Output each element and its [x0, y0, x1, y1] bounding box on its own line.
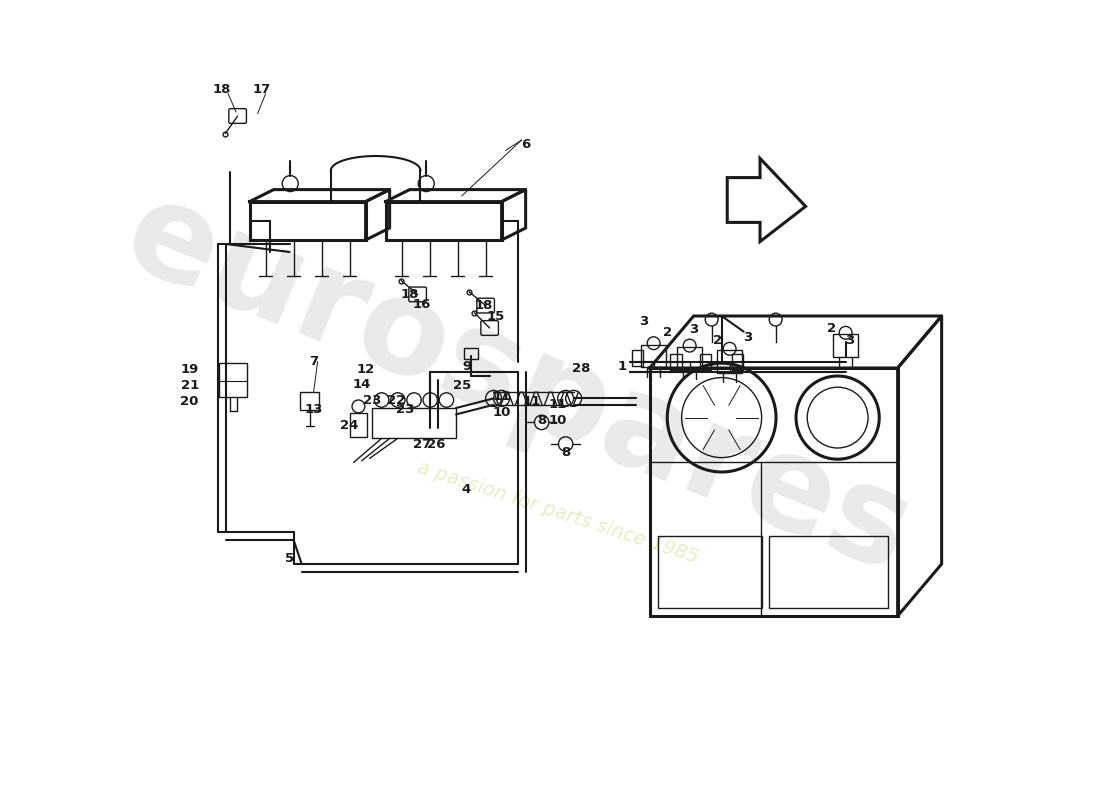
Text: 5: 5: [285, 552, 294, 565]
Text: 19: 19: [180, 363, 199, 376]
Text: 18: 18: [475, 299, 493, 312]
Text: 10: 10: [549, 414, 566, 427]
Text: 18: 18: [400, 288, 419, 301]
Bar: [658, 536, 762, 608]
Text: 21: 21: [180, 379, 199, 392]
Text: 26: 26: [427, 438, 446, 451]
Text: 15: 15: [487, 310, 505, 322]
Text: 9: 9: [463, 360, 472, 373]
Bar: [250, 202, 365, 240]
Text: 18: 18: [212, 83, 231, 96]
Text: 25: 25: [452, 379, 471, 392]
Text: 22: 22: [387, 394, 405, 406]
Text: 11: 11: [493, 390, 510, 403]
Bar: [833, 334, 858, 357]
Text: 10: 10: [493, 406, 510, 419]
Text: 7: 7: [309, 355, 318, 368]
Bar: [386, 202, 502, 240]
Bar: [632, 350, 644, 366]
Polygon shape: [727, 158, 805, 242]
Text: 17: 17: [253, 83, 271, 96]
Text: 13: 13: [305, 403, 322, 416]
Text: 11: 11: [522, 395, 541, 408]
Text: eurospares: eurospares: [107, 169, 928, 599]
Text: 3: 3: [689, 323, 698, 336]
Bar: [372, 408, 456, 438]
Bar: [350, 413, 367, 437]
Text: 27: 27: [412, 438, 431, 451]
Text: 3: 3: [744, 331, 752, 344]
Text: 4: 4: [461, 483, 471, 496]
Text: 16: 16: [412, 298, 431, 310]
Text: 2: 2: [827, 322, 837, 334]
Text: 23: 23: [396, 403, 415, 416]
Bar: [676, 347, 703, 370]
Bar: [717, 350, 743, 373]
Text: 2: 2: [713, 334, 723, 346]
Text: a passion for parts since 1985: a passion for parts since 1985: [415, 458, 701, 566]
Bar: [732, 354, 744, 370]
Text: 2: 2: [663, 326, 672, 338]
Bar: [464, 348, 478, 359]
Text: 6: 6: [521, 138, 530, 150]
Text: 8: 8: [537, 414, 547, 427]
Text: 12: 12: [356, 363, 375, 376]
Bar: [641, 345, 667, 367]
Bar: [650, 368, 898, 616]
Bar: [700, 354, 712, 370]
Text: 28: 28: [572, 362, 591, 374]
Text: 1: 1: [617, 360, 626, 373]
Text: 3: 3: [845, 334, 855, 346]
Bar: [670, 354, 682, 370]
Text: 14: 14: [352, 378, 371, 390]
Text: 11: 11: [549, 398, 566, 411]
Bar: [219, 363, 248, 397]
Bar: [300, 392, 319, 410]
Text: 23: 23: [363, 394, 382, 406]
Text: 8: 8: [561, 446, 570, 459]
Text: 24: 24: [340, 419, 359, 432]
Bar: [769, 536, 888, 608]
Text: 3: 3: [639, 315, 649, 328]
Text: 20: 20: [180, 395, 199, 408]
